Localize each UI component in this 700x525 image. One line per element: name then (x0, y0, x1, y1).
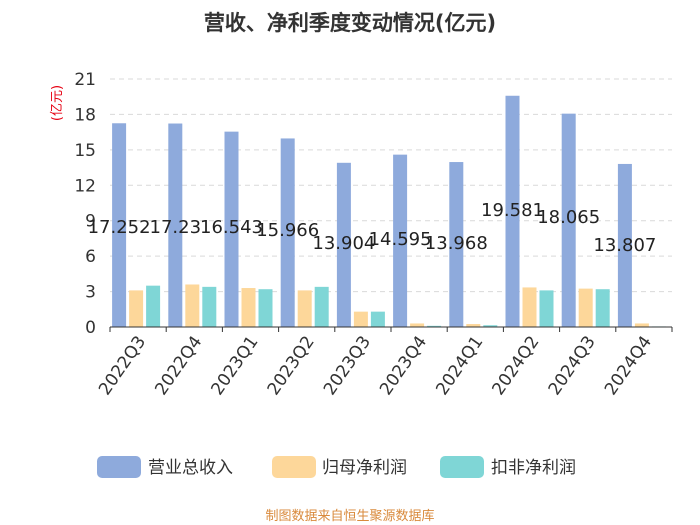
bar-2023Q2-s0 (280, 138, 295, 327)
bar-2024Q2-s0 (505, 95, 520, 327)
bar-2024Q1-s2 (483, 325, 498, 327)
data-label-2022Q3: 17.252 (88, 217, 151, 238)
bar-2023Q4-s1 (410, 323, 425, 327)
data-label-2023Q4: 14.595 (369, 229, 432, 250)
legend-label-1: 归母净利润 (322, 458, 407, 478)
bar-2022Q4-s0 (168, 123, 183, 327)
x-tick-label: 2024Q4 (601, 332, 656, 399)
bar-2024Q3-s1 (578, 288, 593, 327)
data-label-2022Q4: 17.23 (150, 217, 202, 238)
bar-2023Q2-s1 (297, 290, 312, 327)
bar-2023Q2-s2 (314, 286, 329, 327)
y-tick-label: 18 (74, 105, 96, 125)
bar-2023Q1-s2 (258, 289, 273, 327)
x-tick-label: 2023Q2 (264, 332, 319, 399)
bar-2024Q4-s1 (634, 323, 649, 327)
grid-lines (110, 78, 672, 293)
data-label-2024Q1: 13.968 (425, 233, 488, 254)
bar-2023Q1-s0 (224, 131, 239, 327)
x-tick-label: 2024Q2 (489, 332, 544, 399)
bar-2023Q4-s0 (393, 154, 408, 327)
y-tick-label: 15 (74, 141, 96, 161)
y-tick-label: 3 (85, 283, 96, 303)
bar-2023Q3-s2 (370, 311, 385, 327)
bar-2024Q2-s1 (522, 287, 537, 327)
bar-2022Q3-s0 (112, 123, 127, 328)
bar-2023Q3-s1 (353, 311, 368, 327)
y-tick-label: 9 (85, 212, 96, 232)
y-tick-label: 0 (85, 318, 96, 338)
x-tick-label: 2023Q4 (376, 332, 431, 399)
x-tick-label: 2023Q1 (208, 332, 263, 399)
source-note: 制图数据来自恒生聚源数据库 (265, 508, 434, 524)
bar-2024Q1-s1 (466, 324, 481, 327)
bar-2022Q3-s1 (129, 290, 144, 327)
x-tick-label: 2024Q1 (432, 332, 487, 399)
legend-label-0: 营业总收入 (148, 458, 233, 478)
y-axis-ticks: 0 3 6 9 12 15 18 21 (74, 70, 96, 338)
y-tick-label: 6 (85, 247, 96, 267)
data-label-2023Q1: 16.543 (200, 217, 263, 238)
data-label-2024Q4: 13.807 (593, 235, 656, 256)
bar-2022Q4-s2 (202, 286, 217, 327)
data-label-2023Q3: 13.904 (312, 233, 375, 254)
bar-2024Q1-s0 (449, 162, 464, 327)
data-label-2024Q3: 18.065 (537, 207, 600, 228)
x-tick-label: 2023Q3 (320, 332, 375, 399)
y-tick-label: 12 (74, 176, 96, 196)
legend-swatch-1 (272, 456, 316, 478)
legend-swatch-0 (97, 456, 141, 478)
x-axis-ticks: 2022Q3 2022Q4 2023Q1 2023Q2 2023Q3 2023Q4 2024… (95, 327, 673, 399)
x-tick-label: 2024Q3 (545, 332, 600, 399)
bars (112, 95, 666, 328)
y-tick-label: 21 (74, 70, 96, 90)
bar-2023Q4-s2 (427, 325, 442, 327)
legend-swatch-2 (440, 456, 484, 478)
chart-title: 营收、净利季度变动情况(亿元) (204, 11, 496, 35)
bar-2024Q4-s0 (617, 163, 632, 327)
bar-2022Q4-s1 (185, 284, 200, 327)
bar-2022Q3-s2 (146, 285, 161, 327)
x-tick-label: 2022Q3 (95, 332, 150, 399)
bar-2023Q1-s1 (241, 288, 256, 327)
y-axis-label: (亿元) (50, 85, 65, 121)
x-tick-label: 2022Q4 (151, 332, 206, 399)
data-labels: 17.25217.2316.54315.96613.90414.59513.96… (88, 200, 657, 256)
data-label-2023Q2: 15.966 (256, 220, 319, 241)
bar-2024Q3-s0 (561, 113, 576, 327)
bar-2024Q3-s2 (595, 289, 610, 327)
data-label-2024Q2: 19.581 (481, 200, 544, 221)
bar-2024Q2-s2 (539, 290, 554, 327)
legend: 营业总收入 归母净利润 扣非净利润 (97, 456, 576, 478)
bar-2023Q3-s0 (336, 162, 351, 327)
legend-label-2: 扣非净利润 (491, 458, 576, 478)
